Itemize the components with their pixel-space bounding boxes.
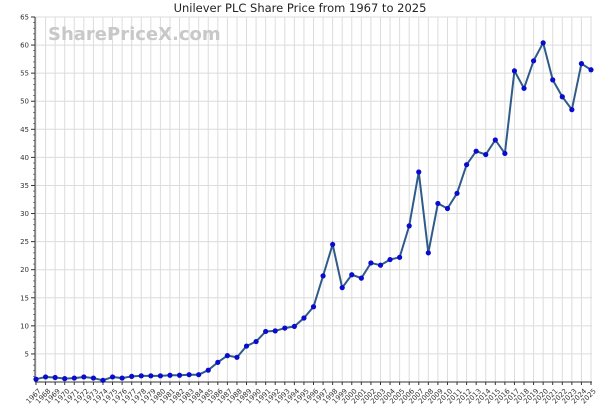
data-point xyxy=(42,374,49,380)
data-point xyxy=(282,325,288,331)
data-point xyxy=(588,67,594,73)
data-point xyxy=(358,275,364,281)
data-point xyxy=(511,68,518,74)
data-point xyxy=(167,372,173,378)
data-point xyxy=(435,200,441,207)
data-point xyxy=(90,375,97,381)
data-point xyxy=(502,150,508,157)
data-point xyxy=(406,223,412,229)
y-tick-label: 60 xyxy=(20,42,29,50)
y-tick-label: 65 xyxy=(20,14,29,22)
data-point xyxy=(215,359,221,365)
data-point xyxy=(330,241,336,248)
watermark: SharePriceX.com xyxy=(48,24,221,45)
data-point xyxy=(310,304,317,310)
data-point xyxy=(301,315,307,321)
data-point xyxy=(492,137,498,143)
data-point xyxy=(272,328,278,334)
y-tick-label: 25 xyxy=(20,238,29,246)
data-point xyxy=(109,374,116,380)
data-point xyxy=(454,190,460,196)
data-point xyxy=(559,94,565,100)
data-point xyxy=(71,375,77,381)
data-point xyxy=(530,58,537,64)
data-point xyxy=(320,273,326,279)
y-tick-label: 35 xyxy=(20,182,29,190)
data-point xyxy=(148,373,154,379)
data-point xyxy=(444,205,451,212)
y-tick-label: 40 xyxy=(20,154,29,162)
y-tick-label: 10 xyxy=(20,322,29,330)
data-point xyxy=(416,169,422,175)
data-point xyxy=(100,377,106,383)
data-point xyxy=(186,372,192,378)
data-point xyxy=(339,285,345,291)
data-point xyxy=(81,374,87,380)
data-point xyxy=(52,374,58,381)
data-point xyxy=(291,323,297,330)
chart-title: Unilever PLC Share Price from 1967 to 20… xyxy=(174,1,427,15)
data-point xyxy=(521,85,527,91)
data-point xyxy=(349,272,355,278)
data-point xyxy=(157,373,163,379)
data-point xyxy=(176,372,183,378)
y-tick-label: 30 xyxy=(20,210,29,218)
data-point xyxy=(205,367,211,373)
y-tick-label: 55 xyxy=(20,70,29,78)
data-point xyxy=(234,354,240,360)
y-tick-label: 15 xyxy=(20,294,29,302)
data-point xyxy=(483,151,489,158)
data-point xyxy=(33,376,39,382)
data-point xyxy=(196,372,202,378)
data-point xyxy=(377,262,384,268)
data-point xyxy=(138,373,144,379)
data-point xyxy=(387,256,393,263)
data-point xyxy=(129,373,135,379)
y-tick-label: 45 xyxy=(20,126,29,134)
data-point xyxy=(224,353,230,359)
data-point xyxy=(550,77,556,83)
data-point xyxy=(263,328,269,335)
data-point xyxy=(569,107,575,113)
data-point xyxy=(243,343,250,349)
y-tick-label: 50 xyxy=(20,98,29,106)
data-point xyxy=(397,254,403,260)
data-point xyxy=(578,61,585,67)
data-point xyxy=(368,260,374,266)
data-point xyxy=(464,162,470,168)
data-point xyxy=(540,40,546,46)
y-tick-label: 5 xyxy=(25,350,29,358)
data-point xyxy=(253,338,259,345)
data-point xyxy=(62,376,68,382)
data-point xyxy=(425,250,431,256)
data-point xyxy=(473,148,479,154)
data-point xyxy=(119,375,125,381)
y-tick-label: 20 xyxy=(20,266,29,274)
